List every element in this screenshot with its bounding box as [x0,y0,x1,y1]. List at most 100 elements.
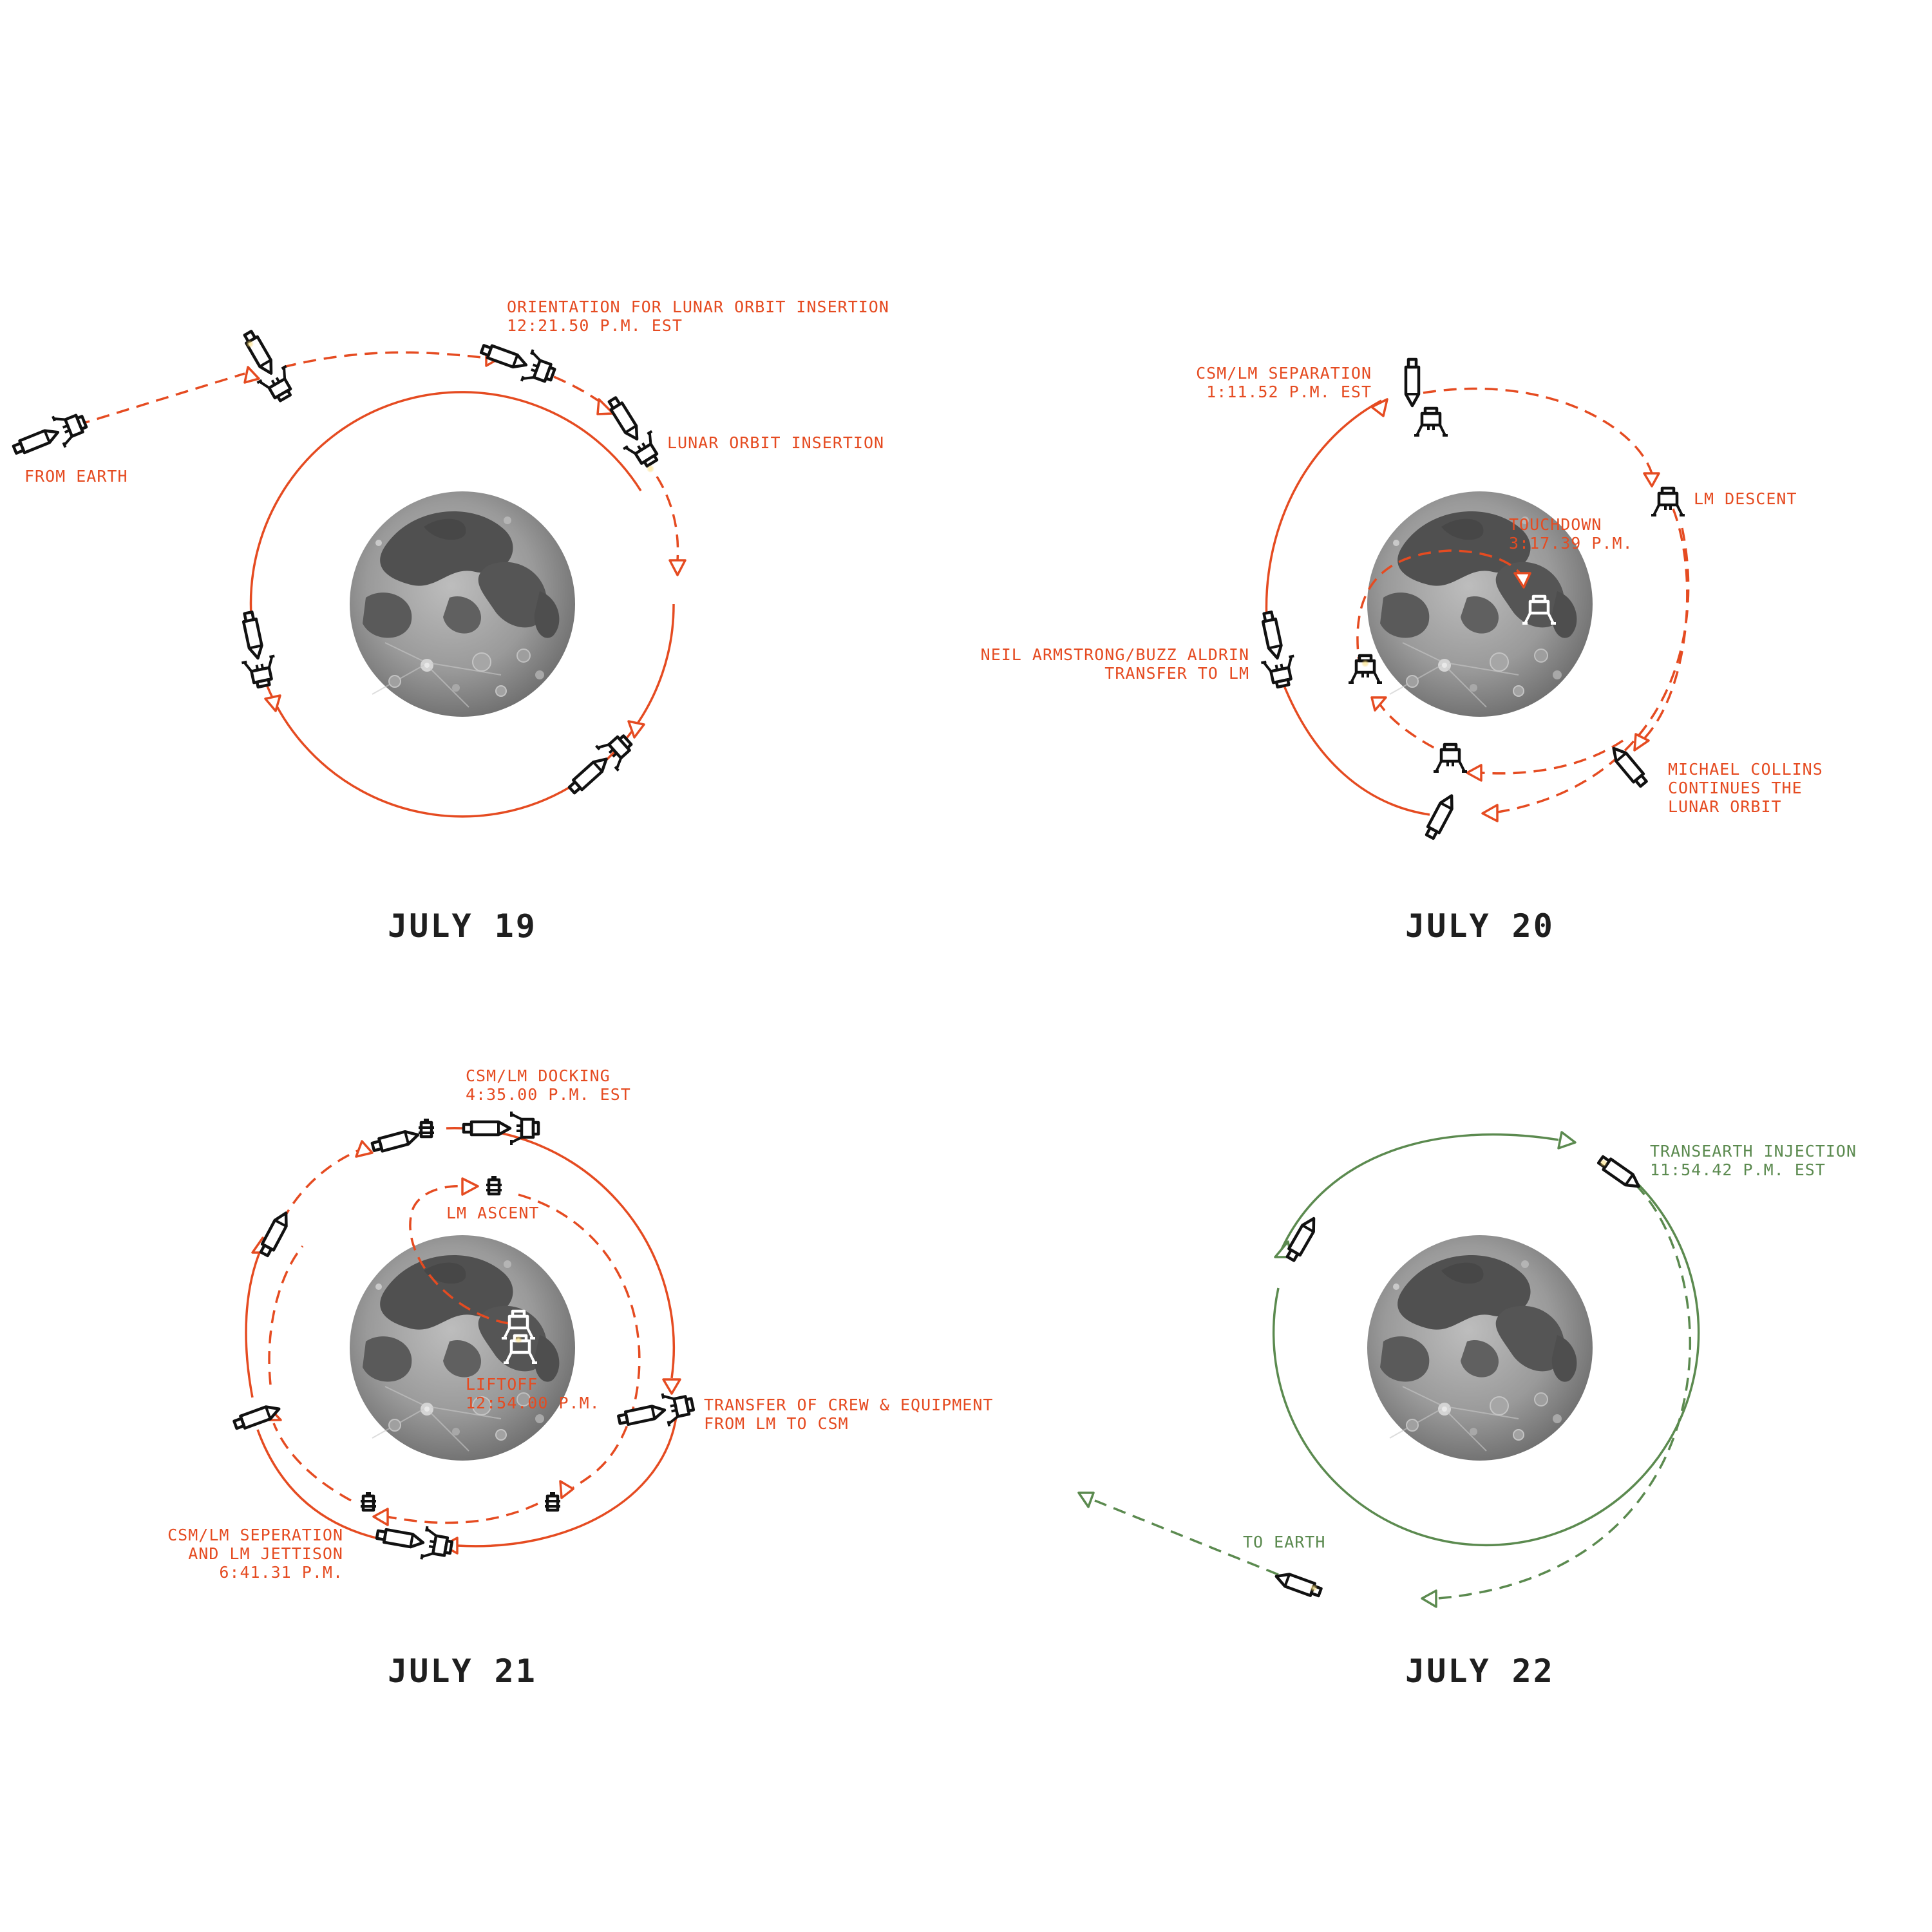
arrow-icon [1633,733,1650,752]
panel-july-20: CSM/LM SEPARATION 1:11.52 P.M. EST LM DE… [981,359,1823,945]
label-to-earth: TO EARTH [1243,1533,1325,1551]
descent-path [1423,387,1653,474]
label-separation-time: 1:11.52 P.M. EST [1206,383,1372,401]
label-lm-ascent: LM ASCENT [446,1204,539,1222]
orbit-path [245,1249,262,1398]
engine-glow-icon [1361,659,1369,667]
descent-path [1493,527,1690,814]
label-orientation: ORIENTATION FOR LUNAR ORBIT INSERTION [507,298,889,316]
arrow-icon [1370,696,1387,712]
day-title: JULY 21 [388,1653,537,1690]
approach-path [283,351,482,368]
panel-july-19: FROM EARTH ORIENTATION FOR LUNAR ORBIT I… [8,298,889,945]
arrow-icon [668,559,687,576]
lm-icon [1434,744,1467,772]
label-docking-time: 4:35.00 P.M. EST [466,1085,631,1104]
descent-path [1356,549,1524,670]
label-separation: CSM/LM SEPARATION [1196,364,1372,383]
lm-icon [419,1120,434,1137]
lm-ascent-stage-icon [486,1177,502,1194]
orbit-path-dashed [386,1502,538,1524]
arrow-icon [596,398,614,415]
label-lunar-orbit-insertion: LUNAR ORBIT INSERTION [667,433,884,452]
label-transearth-injection: TRANSEARTH INJECTION [1650,1142,1857,1160]
label-jettison: CSM/LM SEPERATION [167,1526,343,1544]
engine-glow-icon [515,1336,522,1343]
csm-icon [1609,744,1649,788]
csm-icon [1285,1215,1319,1262]
day-title: JULY 20 [1405,907,1555,945]
label-collins: MICHAEL COLLINS [1668,760,1823,779]
label-liftoff: LIFTOFF [466,1375,538,1394]
label-liftoff-time: 12:54.00 P.M. [466,1394,600,1412]
arrow-icon [559,1480,574,1499]
arrow-icon [264,694,281,712]
csm-lm-spacecraft-icon [561,728,639,802]
engine-glow-icon [246,340,254,348]
label-touchdown: TOUCHDOWN [1509,515,1602,534]
approach-path [656,476,679,561]
label-crew-transfer: NEIL ARMSTRONG/BUZZ ALDRIN [981,645,1249,664]
lm-icon [1414,408,1448,435]
csm-icon [372,1129,420,1153]
transearth-path [1429,1184,1692,1600]
orbit-path-dashed [518,1193,641,1489]
arrow-icon [355,1140,374,1158]
arrow-icon [1643,472,1660,488]
engine-glow-icon [647,465,654,473]
label-touchdown-time: 3:17.39 P.M. [1509,534,1633,553]
engine-glow-icon [1600,1159,1607,1167]
csm-lm-spacecraft-icon [598,391,667,472]
arrow-icon [1466,764,1482,782]
arrow-icon [662,1378,681,1395]
orbit-path-dashed [272,1148,361,1240]
csm-lm-spacecraft-icon [616,1388,696,1436]
orbit-path [1282,682,1430,816]
csm-icon [258,1210,291,1257]
ascent-path [409,1185,509,1325]
descent-path [1377,701,1453,758]
panel-july-21: CSM/LM DOCKING 4:35.00 P.M. EST LM ASCEN… [167,1066,993,1690]
moon [349,1235,576,1461]
csm-icon [1406,359,1419,406]
lm-icon [1651,488,1685,515]
label-jettison-time: 6:41.31 P.M. [219,1563,343,1582]
orbit-path-dashed [272,1423,352,1502]
moon [1367,1235,1593,1461]
moon [349,491,576,717]
arrow-icon [1481,804,1499,822]
lm-icon [361,1493,376,1510]
label-orientation-time: 12:21.50 P.M. EST [507,316,683,335]
orbit-path [1272,1180,1700,1547]
arrow-icon [1557,1131,1577,1150]
label-transearth-time: 11:54.42 P.M. EST [1650,1160,1826,1179]
arrow-icon [1077,1492,1095,1508]
engine-glow-icon [1310,1584,1318,1592]
orbit-path-dashed [268,1245,304,1385]
arrow-icon [1513,572,1531,589]
arrow-icon [627,720,645,739]
label-jettison-2: AND LM JETTISON [188,1544,343,1563]
day-title: JULY 22 [1405,1653,1555,1690]
label-crew-transfer-2: TRANSFER TO LM [1104,664,1249,683]
csm-lm-spacecraft-icon [232,609,280,689]
arrow-icon [372,1508,389,1526]
label-from-earth: FROM EARTH [24,467,128,486]
label-crew-equipment: TRANSFER OF CREW & EQUIPMENT [704,1396,993,1414]
csm-icon [1424,793,1457,840]
orbit-path [249,391,642,616]
label-collins-2: CONTINUES THE [1668,779,1803,797]
orbit-path [457,1416,677,1548]
orbit-path [256,1429,399,1544]
arrow-icon [461,1177,479,1196]
approach-path [553,375,607,407]
descent-path [1481,739,1624,775]
orbit-path [1265,399,1382,622]
panel-july-22: TRANSEARTH INJECTION 11:54.42 P.M. EST T… [1077,1131,1857,1690]
label-docking: CSM/LM DOCKING [466,1066,611,1085]
arrow-icon [1421,1589,1437,1608]
transearth-path [1094,1499,1279,1576]
lm-icon [545,1493,560,1510]
